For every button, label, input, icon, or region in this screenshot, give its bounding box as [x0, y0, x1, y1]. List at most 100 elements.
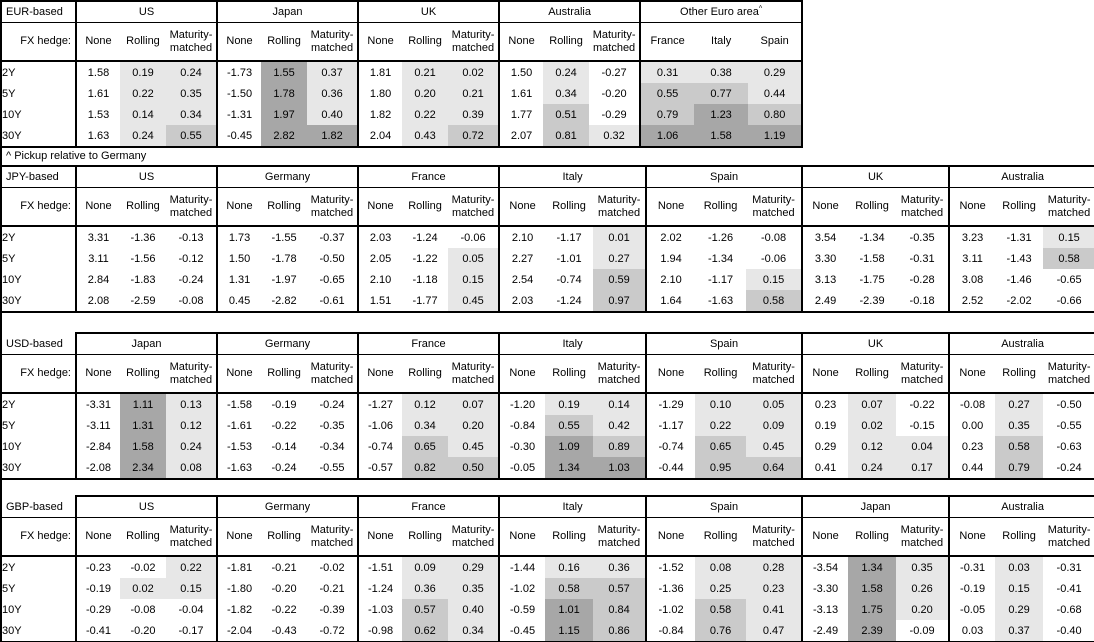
yield-pickup-value: 0.24 [848, 457, 897, 480]
hedge-column-header: None [645, 187, 696, 227]
yield-pickup-value: -0.66 [1043, 290, 1094, 313]
yield-pickup-value: 2.10 [645, 269, 696, 290]
hedge-column-header: None [357, 517, 403, 557]
yield-pickup-value: 3.23 [948, 226, 996, 248]
yield-pickup-value: 0.36 [593, 556, 647, 578]
yield-pickup-value: 0.57 [593, 578, 647, 599]
hedge-column-header: Maturity-matched [896, 187, 950, 227]
yield-pickup-value: -2.59 [120, 290, 166, 313]
country-header: Australia [948, 332, 1094, 355]
yield-pickup-value: 0.50 [448, 457, 500, 480]
table-gbp-based-mount: GBP-based US Germany France Italy Spain Japan A… [2, 495, 1094, 642]
yield-pickup-value: 1.31 [120, 415, 166, 436]
yield-pickup-value: -2.08 [75, 457, 120, 480]
hedge-column-header: Rolling [402, 187, 449, 227]
yield-pickup-value: 1.58 [75, 61, 120, 83]
country-header: Italy [498, 495, 647, 518]
yield-pickup-value: 3.31 [75, 226, 120, 248]
hedge-column-header: None [216, 22, 262, 62]
hedge-column-header: None [645, 517, 696, 557]
yield-pickup-value: -0.20 [271, 582, 297, 595]
yield-pickup-value: -1.01 [556, 252, 582, 265]
yield-pickup-value: -0.35 [909, 231, 935, 244]
yield-pickup-value: 0.81 [543, 125, 590, 148]
yield-pickup-value: 1.58 [120, 436, 166, 457]
hedge-column-header: None [801, 187, 849, 227]
yield-pickup-value: -0.45 [498, 620, 546, 642]
yield-pickup-value: -0.19 [75, 578, 120, 599]
yield-pickup-value: 0.10 [695, 393, 747, 415]
hedge-column-header: None [216, 187, 262, 227]
yield-pickup-value: -0.41 [1043, 578, 1094, 599]
hedge-column-header: Maturity-matched [448, 517, 500, 557]
yield-pickup-value: -0.05 [948, 599, 996, 620]
yield-pickup-value: 0.07 [848, 393, 897, 415]
yield-pickup-value: -3.13 [801, 599, 849, 620]
hedge-column-header: Spain [748, 22, 804, 62]
yield-pickup-value: 2.84 [75, 269, 120, 290]
yield-pickup-value: -0.55 [307, 457, 359, 480]
base-currency-label: JPY-based [2, 165, 77, 188]
yield-pickup-value: 1.80 [357, 83, 403, 104]
yield-pickup-value: 0.95 [695, 457, 747, 480]
yield-pickup-value: 0.12 [402, 393, 449, 415]
tenor-label: 2Y [2, 226, 77, 248]
country-header: Spain [645, 495, 803, 518]
yield-pickup-value: -0.50 [319, 252, 345, 265]
country-header: Japan [801, 495, 950, 518]
yield-pickup-value: 0.79 [639, 104, 695, 125]
yield-pickup-value: 0.27 [593, 248, 647, 269]
yield-pickup-value: -0.98 [357, 620, 403, 642]
country-header: Other Euro area^ [639, 0, 804, 23]
yield-pickup-value: 0.22 [402, 104, 449, 125]
yield-pickup-value: 0.42 [593, 415, 647, 436]
tenor-label: 30Y [2, 457, 77, 480]
yield-pickup-value: -0.59 [498, 599, 546, 620]
yield-pickup-value: 0.41 [801, 457, 849, 480]
base-currency-label: GBP-based [2, 496, 77, 518]
hedge-column-header: Rolling [848, 517, 897, 557]
yield-pickup-value: -0.50 [1043, 393, 1094, 415]
yield-pickup-value: 1.81 [357, 61, 403, 83]
yield-pickup-value: -2.04 [216, 620, 262, 642]
yield-pickup-value: 1.50 [216, 248, 262, 269]
yield-pickup-value: -0.72 [307, 620, 359, 642]
yield-pickup-value: 2.03 [357, 226, 403, 248]
yield-pickup-value: 1.61 [75, 83, 120, 104]
yield-pickup-value: -1.31 [216, 104, 262, 125]
yield-pickup-value: -0.74 [645, 436, 696, 457]
yield-pickup-value: -0.41 [75, 620, 120, 642]
yield-pickup-value: 1.77 [498, 104, 544, 125]
hedge-column-header: None [801, 354, 849, 394]
yield-pickup-value: 2.10 [357, 269, 403, 290]
yield-pickup-value: -1.43 [1006, 252, 1032, 265]
yield-pickup-value: 0.25 [695, 578, 747, 599]
hedge-column-header: None [498, 22, 544, 62]
yield-pickup-value: 0.77 [694, 83, 749, 104]
yield-pickup-value: 0.29 [995, 599, 1044, 620]
yield-pickup-value: 2.07 [498, 125, 544, 148]
yield-pickup-value: 0.35 [995, 415, 1044, 436]
yield-pickup-value: -3.31 [75, 393, 120, 415]
yield-pickup-value: -0.37 [319, 231, 345, 244]
tenor-label: 10Y [2, 104, 77, 125]
table-eur-based: EUR-based US Japan UK Australia Other Euro ar… [2, 0, 804, 148]
yield-pickup-value: -1.24 [357, 578, 403, 599]
hedge-column-header: None [498, 354, 546, 394]
yield-pickup-value: 0.86 [593, 620, 647, 642]
hedge-column-header: None [357, 354, 403, 394]
yield-pickup-value: 2.39 [848, 620, 897, 642]
yield-pickup-value: 0.36 [307, 83, 359, 104]
yield-pickup-value: 0.20 [896, 599, 950, 620]
hedge-column-header: Maturity-matched [307, 517, 359, 557]
yield-pickup-value: 3.54 [801, 226, 849, 248]
yield-pickup-value: -0.84 [498, 415, 546, 436]
yield-pickup-value: 0.02 [448, 61, 500, 83]
yield-pickup-value: -1.24 [545, 290, 594, 313]
yield-pickup-value: 0.15 [1043, 226, 1094, 248]
yield-pickup-value: -0.63 [1043, 436, 1094, 457]
hedge-column-header: None [216, 517, 262, 557]
hedge-column-header: Rolling [848, 187, 897, 227]
country-header: Germany [216, 495, 359, 518]
yield-pickup-value: 0.14 [593, 393, 647, 415]
